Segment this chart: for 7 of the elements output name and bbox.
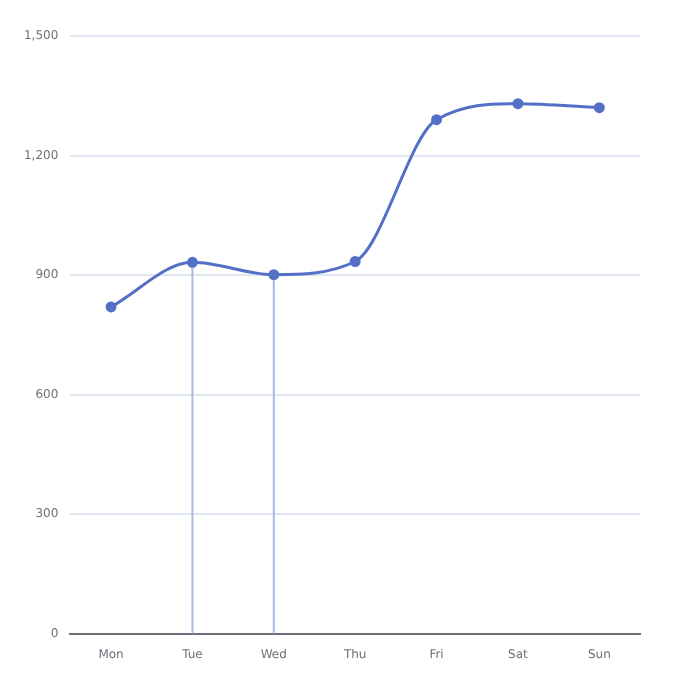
point (186, 256, 198, 268)
point (431, 114, 443, 126)
point (268, 269, 280, 281)
point (349, 255, 361, 267)
point (512, 98, 524, 110)
point (593, 102, 605, 114)
point (105, 301, 117, 313)
